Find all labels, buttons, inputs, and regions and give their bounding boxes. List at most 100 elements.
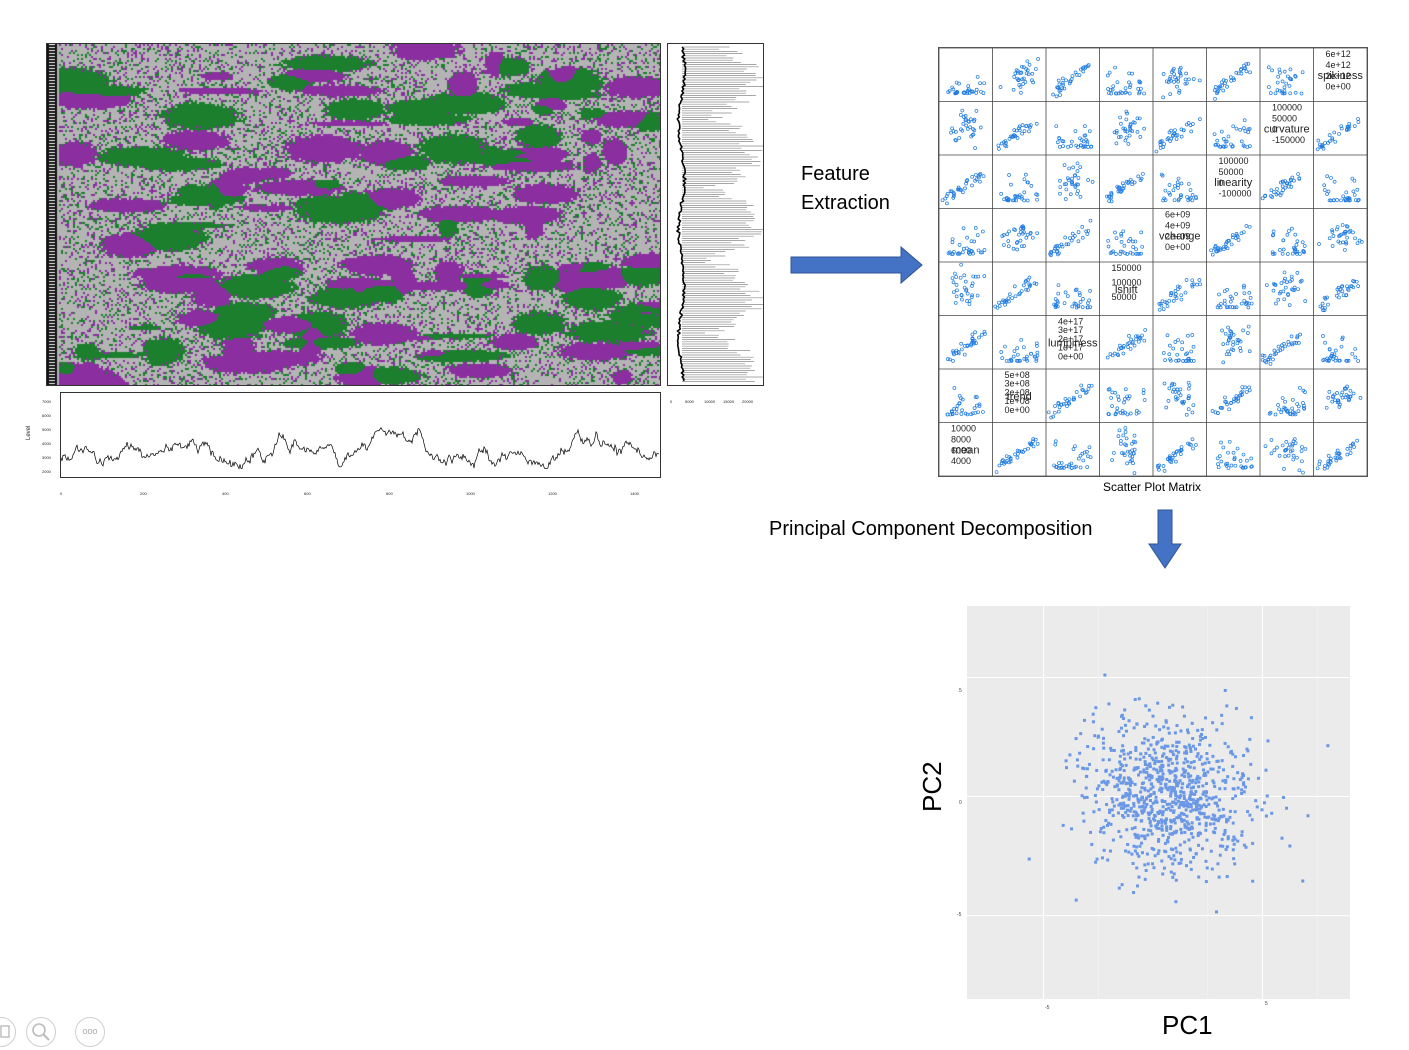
- matrix-point: [1303, 299, 1308, 304]
- pca-point: [1264, 814, 1268, 818]
- matrix-point: [1125, 412, 1130, 417]
- matrix-point: [1181, 128, 1186, 133]
- copy-button[interactable]: [0, 1017, 16, 1047]
- pca-point: [1173, 821, 1177, 825]
- pca-point: [1132, 890, 1136, 894]
- matrix-point: [1179, 195, 1183, 199]
- matrix-point: [1161, 351, 1166, 355]
- pca-point: [1208, 743, 1212, 747]
- matrix-point: [1018, 71, 1023, 76]
- matrix-point: [1054, 304, 1059, 308]
- matrix-point: [1294, 242, 1299, 247]
- pca-point: [1189, 747, 1193, 751]
- matrix-point: [1086, 63, 1091, 67]
- level-xtick: 1000: [466, 491, 476, 496]
- matrix-point: [1130, 182, 1135, 187]
- matrix-point: [1113, 390, 1118, 395]
- pca-point: [1151, 714, 1155, 718]
- pca-point: [1134, 835, 1138, 839]
- pca-point: [1188, 778, 1192, 782]
- matrix-point: [1322, 183, 1327, 188]
- matrix-point: [1161, 198, 1165, 203]
- matrix-point: [1085, 465, 1090, 470]
- diag-tick: 0e+00: [1165, 242, 1190, 252]
- matrix-point: [1238, 393, 1243, 398]
- matrix-point: [1081, 458, 1086, 463]
- matrix-point: [1335, 287, 1340, 292]
- pca-point: [1162, 746, 1166, 750]
- pca-point: [1249, 762, 1253, 766]
- matrix-point: [975, 395, 979, 399]
- diag-label: vchange: [1159, 230, 1201, 242]
- pca-point: [1203, 790, 1207, 794]
- matrix-point: [1286, 453, 1291, 458]
- matrix-point: [1323, 464, 1327, 468]
- matrix-point: [1114, 252, 1118, 256]
- pca-point: [1264, 768, 1268, 772]
- matrix-point: [1018, 291, 1022, 296]
- pca-point: [1152, 866, 1156, 870]
- pca-point: [1221, 807, 1225, 811]
- pca-point: [1211, 796, 1215, 800]
- matrix-point: [1156, 465, 1161, 470]
- matrix-point: [951, 359, 955, 363]
- pca-point: [1153, 800, 1157, 804]
- pca-point: [1212, 822, 1216, 826]
- matrix-point: [979, 89, 983, 94]
- matrix-point: [1194, 443, 1198, 447]
- matrix-point: [1301, 401, 1305, 405]
- pca-point: [1171, 789, 1175, 793]
- pca-point: [1194, 808, 1198, 812]
- matrix-point: [1078, 143, 1083, 148]
- matrix-point: [1296, 172, 1300, 176]
- diag-tick: 3e+17: [1058, 325, 1083, 335]
- pca-point: [1151, 758, 1155, 762]
- pca-point: [1233, 837, 1237, 841]
- pca-point: [1170, 750, 1174, 754]
- matrix-point: [1122, 183, 1126, 188]
- pca-point: [1194, 802, 1198, 806]
- matrix-point: [1198, 282, 1202, 287]
- pca-point: [1087, 762, 1091, 766]
- pca-point: [1107, 821, 1111, 825]
- pca-point: [1136, 797, 1140, 801]
- zoom-button[interactable]: [26, 1017, 56, 1047]
- pca-point: [1150, 846, 1154, 850]
- matrix-point: [1110, 404, 1114, 408]
- pca-point: [1218, 787, 1222, 791]
- matrix-point: [1054, 124, 1059, 129]
- matrix-point: [1264, 283, 1269, 287]
- side-axis: 0 5000 10000 15000 20000: [670, 399, 754, 404]
- matrix-point: [943, 196, 948, 201]
- matrix-point: [1344, 293, 1349, 297]
- pca-point: [1208, 822, 1212, 826]
- matrix-point: [1275, 88, 1280, 92]
- matrix-point: [1029, 184, 1034, 188]
- level-xtick: 600: [304, 491, 311, 496]
- matrix-point: [1345, 284, 1349, 289]
- matrix-point: [1242, 291, 1247, 296]
- matrix-point: [1284, 439, 1289, 444]
- matrix-point: [1070, 231, 1075, 236]
- matrix-point: [1128, 85, 1132, 90]
- pca-point: [1145, 722, 1149, 726]
- pca-point: [1204, 790, 1208, 794]
- pca-point: [1225, 820, 1229, 824]
- matrix-point: [1114, 91, 1118, 96]
- matrix-point: [1322, 466, 1327, 471]
- pca-point: [1164, 786, 1168, 790]
- more-options-button[interactable]: ooo: [75, 1017, 105, 1047]
- matrix-point: [1014, 198, 1018, 203]
- pca-point: [1231, 821, 1235, 825]
- matrix-point: [1082, 133, 1087, 138]
- matrix-point: [1353, 355, 1358, 360]
- matrix-point: [1234, 126, 1239, 131]
- pca-point: [1197, 875, 1201, 879]
- matrix-point: [1173, 289, 1178, 293]
- matrix-point: [980, 332, 984, 337]
- diag-tick: 2e+09: [1165, 231, 1190, 241]
- matrix-point: [1327, 133, 1332, 137]
- matrix-point: [1114, 141, 1119, 146]
- pca-point: [1236, 839, 1240, 843]
- matrix-point: [1080, 235, 1085, 240]
